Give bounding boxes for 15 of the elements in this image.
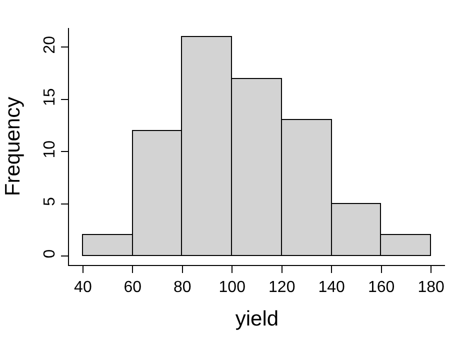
x-tick-label: 80 xyxy=(174,279,192,296)
x-axis-title: yield xyxy=(235,307,279,330)
y-axis-title: Frequency xyxy=(2,96,25,196)
y-tick-label: 20 xyxy=(42,36,59,54)
y-tick-label: 10 xyxy=(42,140,59,158)
y-tick-label: 0 xyxy=(42,249,59,258)
x-tick-label: 140 xyxy=(318,279,346,296)
x-tick-label: 40 xyxy=(74,279,92,296)
x-tick-label: 100 xyxy=(218,279,246,296)
y-tick-label: 15 xyxy=(42,88,59,106)
y-tick-label: 5 xyxy=(42,197,59,206)
x-tick-label: 160 xyxy=(368,279,395,296)
x-tick-label: 60 xyxy=(124,279,142,296)
x-tick-label: 120 xyxy=(268,279,296,296)
x-tick-label: 180 xyxy=(418,279,445,296)
